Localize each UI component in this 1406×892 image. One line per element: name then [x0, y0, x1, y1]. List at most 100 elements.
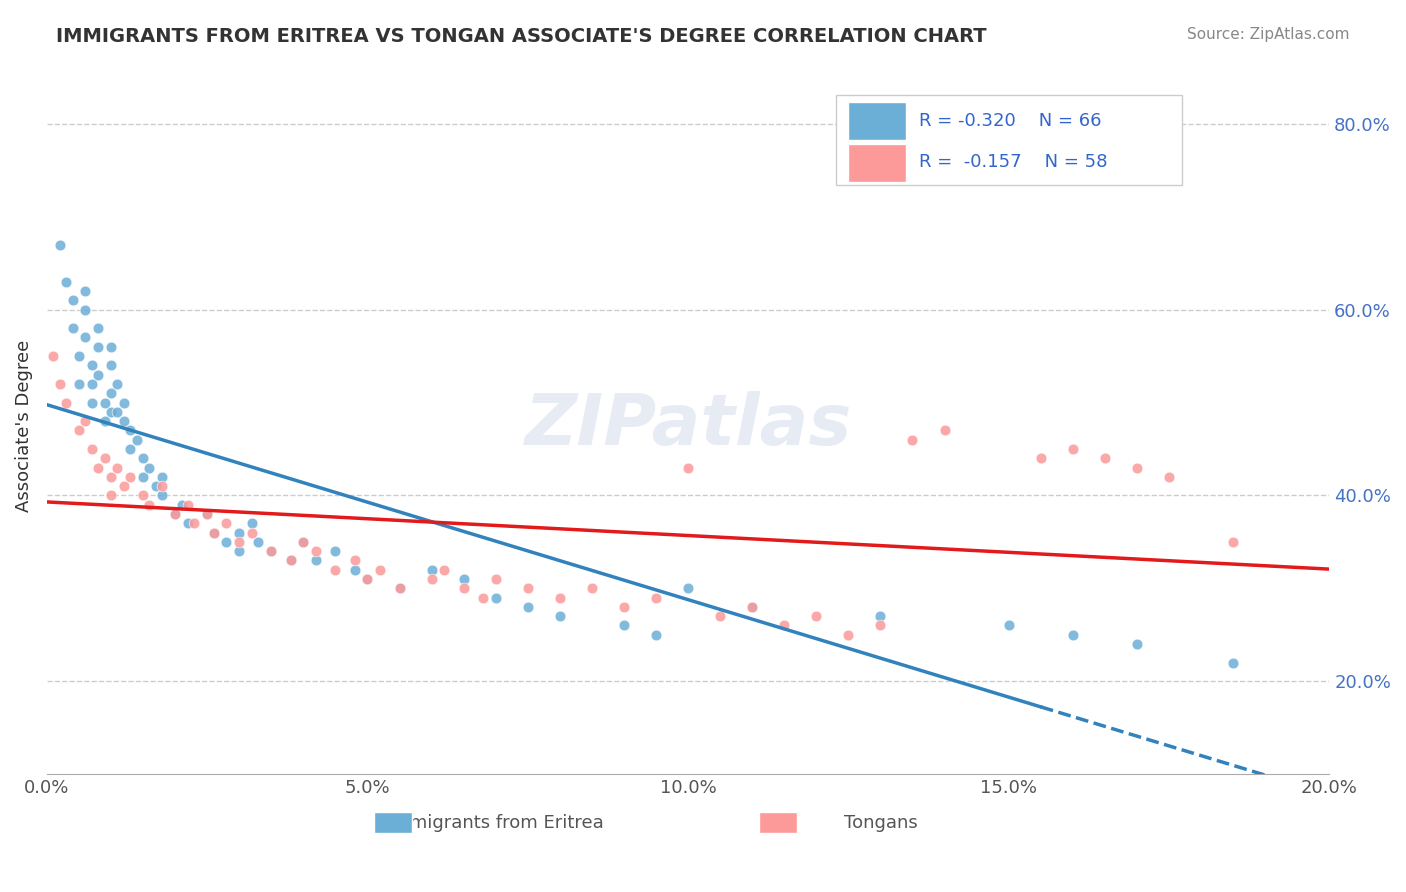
- Point: [165, 507, 187, 521]
- Point: [150, 479, 173, 493]
- Point: [645, 628, 668, 642]
- Point: [420, 563, 443, 577]
- Point: [107, 460, 129, 475]
- Point: [247, 534, 270, 549]
- Point: [48, 376, 70, 391]
- Point: [67, 423, 90, 437]
- Point: [388, 581, 411, 595]
- FancyBboxPatch shape: [848, 144, 905, 182]
- Point: [112, 395, 135, 409]
- Point: [93, 414, 115, 428]
- Point: [613, 618, 636, 632]
- Point: [240, 516, 263, 531]
- Point: [240, 525, 263, 540]
- Point: [75, 284, 97, 298]
- Text: R =  -0.157    N = 58: R = -0.157 N = 58: [920, 153, 1108, 171]
- Point: [87, 368, 110, 382]
- FancyBboxPatch shape: [374, 813, 412, 833]
- Point: [485, 572, 508, 586]
- Point: [55, 395, 77, 409]
- Point: [120, 470, 142, 484]
- Point: [280, 553, 302, 567]
- Point: [132, 488, 155, 502]
- Point: [709, 609, 731, 624]
- Point: [107, 376, 129, 391]
- Point: [202, 525, 225, 540]
- Point: [305, 553, 328, 567]
- Point: [100, 340, 122, 354]
- Point: [869, 618, 891, 632]
- Point: [62, 321, 84, 335]
- Point: [87, 460, 110, 475]
- Point: [1029, 451, 1052, 466]
- Point: [100, 488, 122, 502]
- Point: [80, 442, 103, 456]
- Point: [195, 507, 218, 521]
- Point: [548, 609, 571, 624]
- Point: [548, 591, 571, 605]
- Point: [177, 516, 200, 531]
- Point: [145, 479, 167, 493]
- Point: [215, 516, 238, 531]
- Point: [55, 275, 77, 289]
- Point: [67, 376, 90, 391]
- Point: [202, 525, 225, 540]
- Point: [901, 433, 924, 447]
- Point: [228, 525, 250, 540]
- Point: [356, 572, 378, 586]
- Point: [93, 395, 115, 409]
- Point: [741, 599, 763, 614]
- Point: [869, 609, 891, 624]
- Text: Tongans: Tongans: [844, 814, 917, 831]
- Point: [420, 572, 443, 586]
- Point: [613, 599, 636, 614]
- Point: [100, 359, 122, 373]
- Text: Source: ZipAtlas.com: Source: ZipAtlas.com: [1187, 27, 1350, 42]
- Point: [1062, 442, 1084, 456]
- Point: [325, 563, 347, 577]
- FancyBboxPatch shape: [835, 95, 1182, 186]
- Point: [292, 534, 315, 549]
- Point: [773, 618, 796, 632]
- Point: [260, 544, 283, 558]
- Point: [581, 581, 603, 595]
- Point: [112, 414, 135, 428]
- FancyBboxPatch shape: [848, 102, 905, 140]
- Point: [388, 581, 411, 595]
- Point: [516, 599, 538, 614]
- Point: [453, 572, 475, 586]
- Text: R = -0.320    N = 66: R = -0.320 N = 66: [920, 112, 1101, 129]
- Point: [100, 405, 122, 419]
- Point: [120, 423, 142, 437]
- Point: [1157, 470, 1180, 484]
- Point: [837, 628, 859, 642]
- Text: Immigrants from Eritrea: Immigrants from Eritrea: [387, 814, 605, 831]
- Point: [75, 330, 97, 344]
- Point: [165, 507, 187, 521]
- Point: [228, 544, 250, 558]
- Point: [325, 544, 347, 558]
- Point: [516, 581, 538, 595]
- Point: [150, 488, 173, 502]
- Point: [1126, 637, 1149, 651]
- Point: [170, 498, 193, 512]
- Point: [343, 553, 366, 567]
- Point: [368, 563, 391, 577]
- Point: [1062, 628, 1084, 642]
- Y-axis label: Associate's Degree: Associate's Degree: [15, 340, 32, 512]
- Point: [112, 479, 135, 493]
- Point: [120, 442, 142, 456]
- FancyBboxPatch shape: [759, 813, 797, 833]
- Point: [87, 340, 110, 354]
- Point: [67, 349, 90, 363]
- Point: [1094, 451, 1116, 466]
- Point: [195, 507, 218, 521]
- Point: [356, 572, 378, 586]
- Point: [80, 395, 103, 409]
- Point: [75, 414, 97, 428]
- Point: [215, 534, 238, 549]
- Point: [806, 609, 828, 624]
- Point: [1222, 656, 1244, 670]
- Point: [1126, 460, 1149, 475]
- Point: [48, 237, 70, 252]
